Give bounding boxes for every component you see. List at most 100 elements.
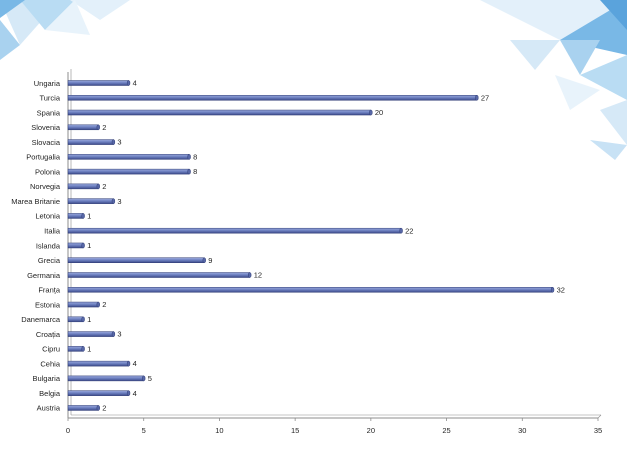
chart-bars	[67, 80, 555, 411]
bar-end-cap	[96, 405, 100, 411]
data-label: 32	[557, 285, 565, 294]
category-label: Cipru	[42, 345, 60, 354]
bar-end-cap	[399, 227, 403, 234]
data-label: 1	[87, 212, 91, 221]
decor-triangle	[580, 55, 627, 100]
category-labels: Ungaria Turcia Spania Slovenia Slovacia Portu…	[11, 79, 61, 413]
bar	[67, 375, 144, 382]
bar	[67, 390, 129, 396]
category-label: Estonia	[35, 300, 61, 309]
bar	[67, 360, 129, 367]
bar	[67, 95, 478, 101]
decor-triangle	[600, 0, 627, 30]
data-label: 5	[148, 374, 152, 383]
category-label: Belgia	[39, 389, 61, 398]
data-label: 1	[87, 315, 91, 324]
bar-end-cap	[248, 272, 252, 278]
data-label: 9	[208, 256, 212, 265]
x-tick-label: 30	[518, 426, 526, 435]
data-label: 8	[193, 152, 197, 161]
decor-triangle	[590, 140, 627, 160]
bar	[67, 183, 99, 190]
category-label: Turcia	[39, 94, 60, 103]
bar-end-cap	[142, 375, 146, 382]
category-label: Norvegia	[30, 182, 61, 191]
data-label: 2	[102, 182, 106, 191]
category-label: Letonia	[35, 212, 60, 221]
bar	[67, 139, 114, 145]
bar-end-cap	[81, 242, 85, 249]
data-label: 1	[87, 241, 91, 250]
x-tick-label: 25	[442, 426, 450, 435]
bar-end-cap	[202, 257, 206, 263]
chart-axes	[67, 69, 602, 419]
category-label: Slovenia	[31, 123, 61, 132]
bar-end-cap	[81, 346, 85, 352]
x-tick-label: 35	[594, 426, 602, 435]
category-label: Marea Britanie	[11, 197, 60, 206]
bar	[67, 213, 84, 219]
data-label: 2	[102, 123, 106, 132]
bar-end-cap	[126, 80, 131, 86]
data-label: 20	[375, 108, 383, 117]
bar-end-cap	[81, 316, 85, 323]
category-label: Ungaria	[34, 79, 61, 88]
bar	[67, 80, 129, 86]
bar-end-cap	[187, 168, 191, 175]
decor-triangle	[510, 40, 560, 70]
data-label: 1	[87, 344, 91, 353]
decor-triangle	[0, 0, 25, 18]
category-label: Franța	[38, 286, 61, 295]
data-label: 2	[102, 404, 106, 413]
bar	[67, 301, 99, 308]
x-tick-label: 0	[66, 426, 70, 435]
x-axis-corner-line	[597, 414, 602, 419]
decor-triangle	[480, 0, 627, 40]
bar	[67, 257, 205, 263]
decor-triangle	[20, 0, 75, 30]
bar	[67, 227, 402, 234]
bar-end-cap	[550, 287, 555, 293]
decor-triangle	[70, 0, 130, 20]
decor-triangle	[600, 100, 627, 145]
category-label: Portugalia	[26, 153, 61, 162]
category-label: Germania	[27, 271, 61, 280]
decor-triangle	[0, 20, 20, 60]
bar-end-cap	[126, 390, 131, 396]
data-label: 12	[254, 271, 262, 280]
data-label: 3	[117, 330, 121, 339]
bar	[67, 154, 190, 160]
bar-end-cap	[187, 154, 191, 160]
category-label: Croația	[36, 330, 61, 339]
bar-end-cap	[96, 124, 100, 131]
x-tick-label: 5	[142, 426, 146, 435]
data-label: 3	[117, 138, 121, 147]
data-label: 4	[133, 389, 137, 398]
data-label: 3	[117, 197, 121, 206]
category-label: Grecia	[38, 256, 61, 265]
data-labels: 4 27 20 2 3 8 8 2 3 1 22 1 9 12 32 2 1 3 1 4 5 4 2	[87, 79, 565, 413]
data-label: 22	[405, 226, 413, 235]
category-label: Polonia	[35, 167, 61, 176]
bar	[67, 405, 99, 411]
bar	[67, 242, 84, 249]
category-label: Bulgaria	[32, 374, 60, 383]
data-label: 2	[102, 300, 106, 309]
bar	[67, 316, 84, 323]
category-label: Danemarca	[21, 315, 61, 324]
data-label: 4	[133, 79, 137, 88]
data-label: 4	[133, 359, 137, 368]
data-label: 27	[481, 93, 489, 102]
x-axis-ticks: 0 5 10 15 20 25 30 35	[66, 418, 602, 435]
bar	[67, 168, 190, 175]
bar-end-cap	[369, 109, 373, 116]
bar-end-cap	[81, 213, 85, 219]
category-label: Austria	[37, 404, 61, 413]
bar-end-cap	[111, 139, 116, 145]
decor-triangle	[45, 0, 90, 35]
x-tick-label: 10	[215, 426, 223, 435]
category-label: Spania	[37, 108, 61, 117]
bar	[67, 346, 84, 352]
